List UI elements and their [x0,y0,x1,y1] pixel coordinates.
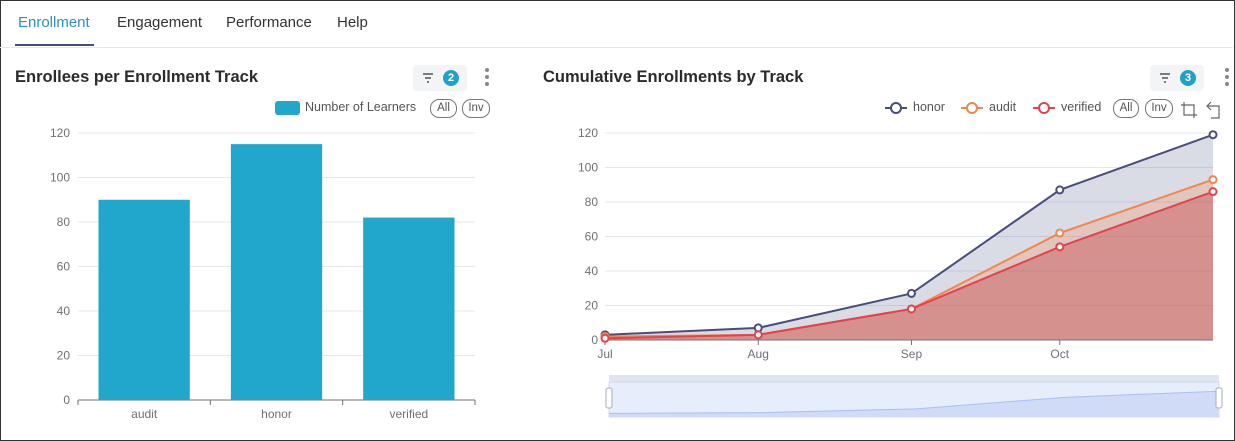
y-tick-label: 40 [57,304,71,318]
filter-icon [423,73,433,83]
legend-label: verified [1061,100,1102,114]
kebab-icon[interactable] [484,68,490,88]
legend-label: audit [989,100,1017,114]
x-tick-label: verified [389,407,428,421]
x-tick-label: honor [261,407,292,421]
y-tick-label: 100 [578,161,598,175]
y-tick-label: 0 [63,393,70,407]
x-tick-label: audit [131,407,158,421]
point-verified [1055,242,1065,252]
data-zoom-handle[interactable] [1215,387,1223,409]
x-tick-label: Aug [748,347,769,361]
active-tab-indicator [15,44,94,46]
tab-performance[interactable]: Performance [226,14,312,31]
tab-engagement[interactable]: Engagement [117,14,203,31]
legend-swatch[interactable] [275,101,300,115]
kebab-icon[interactable] [1224,68,1230,88]
cumulative-chart-title: Cumulative Enrollments by Track [543,68,804,86]
y-tick-label: 100 [50,171,70,185]
y-tick-label: 80 [585,195,599,209]
tab-bar: Enrollment Engagement Performance Help [0,0,1233,48]
zoom-select-icon[interactable] [1180,101,1198,119]
point-honor [1208,130,1218,140]
y-tick-label: 120 [50,126,70,140]
filter-count-badge: 2 [443,70,459,86]
x-tick-label: Oct [1050,347,1069,361]
y-tick-label: 80 [57,215,71,229]
point-honor [1055,185,1065,195]
bar-chart: 0 20 40 60 80 100 120 audit honor verified [50,126,476,421]
line-chart: 0 20 40 60 80 100 120 Jul Aug Sep Oct [578,126,1223,418]
legend-line-icon [961,102,983,114]
filter-icon [1160,73,1170,83]
legend-label: honor [913,100,945,114]
legend-inverse-button[interactable]: Inv [1145,99,1173,118]
legend-all-button[interactable]: All [1113,99,1139,118]
y-tick-label: 20 [57,349,71,363]
legend-inverse-button[interactable]: Inv [462,99,490,118]
y-tick-label: 120 [578,126,598,140]
bar-honor [230,144,323,400]
tab-help[interactable]: Help [337,14,368,31]
data-zoom-move-handle[interactable] [609,375,1219,382]
bar-verified [363,217,455,400]
y-tick-label: 40 [585,264,599,278]
area-audit [605,179,1213,340]
filter-button[interactable]: 3 [1150,65,1204,91]
tab-enrollment[interactable]: Enrollment [18,14,90,31]
area-verified [605,191,1213,340]
filter-count-badge: 3 [1180,70,1196,86]
legend-all-button[interactable]: All [430,99,457,118]
y-tick-label: 60 [585,230,599,244]
y-tick-label: 0 [591,333,598,347]
legend-label[interactable]: Number of Learners [305,100,417,114]
point-honor [906,288,916,298]
point-verified [906,304,916,314]
point-verified [600,333,610,343]
area-honor [605,134,1213,340]
y-tick-label: 60 [57,260,71,274]
legend-line-icon [885,102,907,114]
x-tick-label: Sep [901,347,923,361]
zoom-reset-icon[interactable] [1206,101,1224,119]
bar-audit [98,199,190,400]
x-tick-label: Jul [597,347,612,361]
data-zoom-handle[interactable] [605,387,613,409]
filter-button[interactable]: 2 [413,65,467,91]
data-zoom-shadow-line [608,390,1220,414]
enrollees-chart-title: Enrollees per Enrollment Track [15,68,259,86]
point-audit [1055,228,1065,238]
point-verified [1208,187,1218,197]
y-tick-label: 20 [585,299,599,313]
point-verified [753,330,763,340]
legend-line-icon [1033,102,1055,114]
point-audit [1208,175,1218,185]
